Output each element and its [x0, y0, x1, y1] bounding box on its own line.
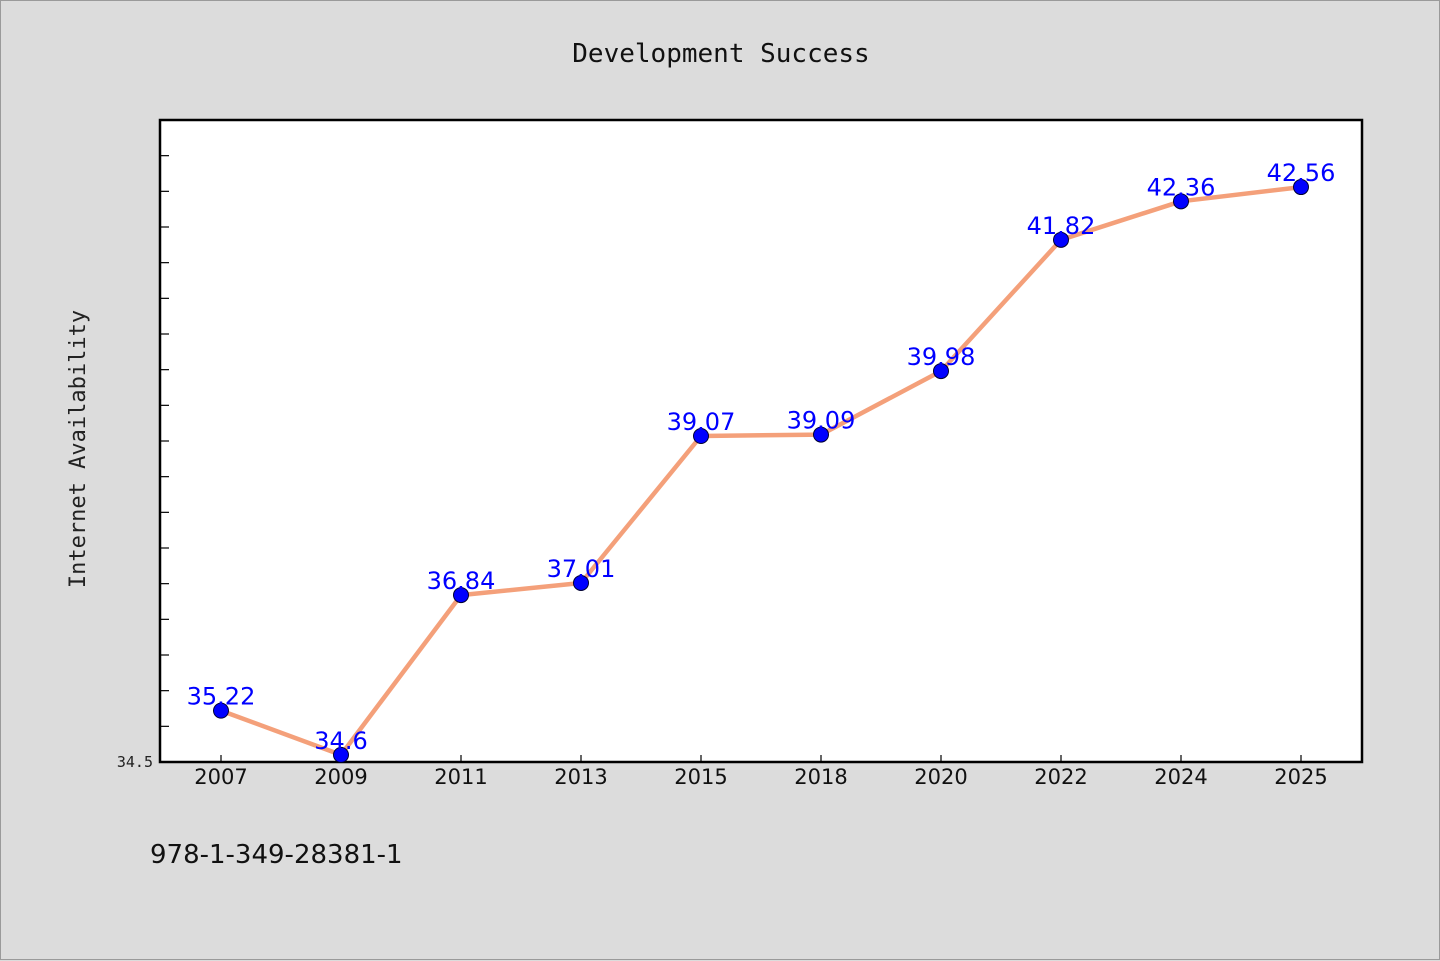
- y-tick-label: 34.5: [117, 753, 153, 771]
- x-tick-label: 2007: [194, 765, 247, 789]
- data-label: 39.98: [907, 343, 976, 371]
- series-line-group: [213, 179, 1309, 763]
- series-line: [220, 184, 1302, 758]
- x-tick-label: 2025: [1274, 765, 1327, 789]
- x-tick-label: 2020: [914, 765, 967, 789]
- data-label: 34.6: [314, 727, 367, 755]
- data-point: [1053, 231, 1069, 248]
- y-axis-label: Internet Availability: [66, 310, 91, 588]
- x-tick-label: 2015: [674, 765, 727, 789]
- data-label: 39.07: [667, 408, 736, 436]
- data-point: [573, 574, 589, 591]
- data-label: 37.01: [547, 555, 616, 583]
- data-label: 39.09: [787, 407, 856, 435]
- x-tick-label: 2011: [434, 765, 487, 789]
- y-axis-ticks: [160, 119, 169, 763]
- x-tick-label: 2013: [554, 765, 607, 789]
- x-tick-label: 2024: [1154, 765, 1207, 789]
- data-point: [693, 428, 709, 445]
- plot-area: [158, 118, 1364, 764]
- data-label: 42.36: [1147, 173, 1216, 201]
- data-label: 41.82: [1027, 212, 1096, 240]
- x-tick-label: 2009: [314, 765, 367, 789]
- data-point: [453, 587, 469, 604]
- data-point: [1293, 179, 1309, 196]
- data-point: [933, 363, 949, 380]
- chart-title: Development Success: [572, 39, 869, 69]
- x-tick-label: 2022: [1034, 765, 1087, 789]
- data-point: [1173, 193, 1189, 210]
- data-label: 42.56: [1267, 159, 1336, 187]
- data-label: 35.22: [187, 683, 256, 711]
- data-point: [813, 426, 829, 443]
- x-axis-ticks: 2007 2009 2011 2013 2015 2018 2020 2022 2024 2025: [194, 755, 1328, 789]
- data-point: [213, 702, 229, 719]
- x-tick-label: 2018: [794, 765, 847, 789]
- data-label: 36.84: [427, 567, 496, 595]
- data-labels-group: 35.22 34.6 36.84 37.01 39.07 39.09 39.98 41.82 4…: [187, 159, 1336, 755]
- data-point: [333, 746, 349, 763]
- footnote-text: 978-1-349-28381-1: [150, 840, 403, 870]
